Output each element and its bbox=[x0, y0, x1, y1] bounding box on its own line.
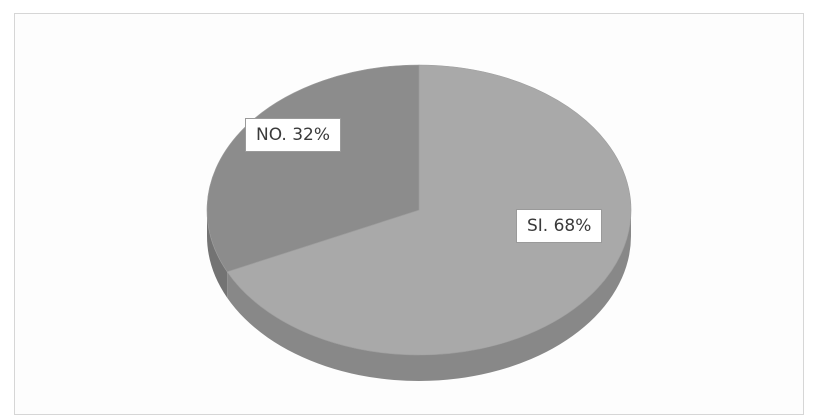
pie-slice-no bbox=[206, 64, 420, 273]
pie-side-si bbox=[227, 210, 631, 382]
pie-sides bbox=[207, 210, 631, 382]
pie-side-no bbox=[207, 210, 228, 298]
data-label-si: SI. 68% bbox=[516, 209, 603, 243]
pie-tops bbox=[206, 64, 632, 356]
pie-slice-si bbox=[226, 64, 632, 356]
data-label-no: NO. 32% bbox=[245, 118, 342, 152]
